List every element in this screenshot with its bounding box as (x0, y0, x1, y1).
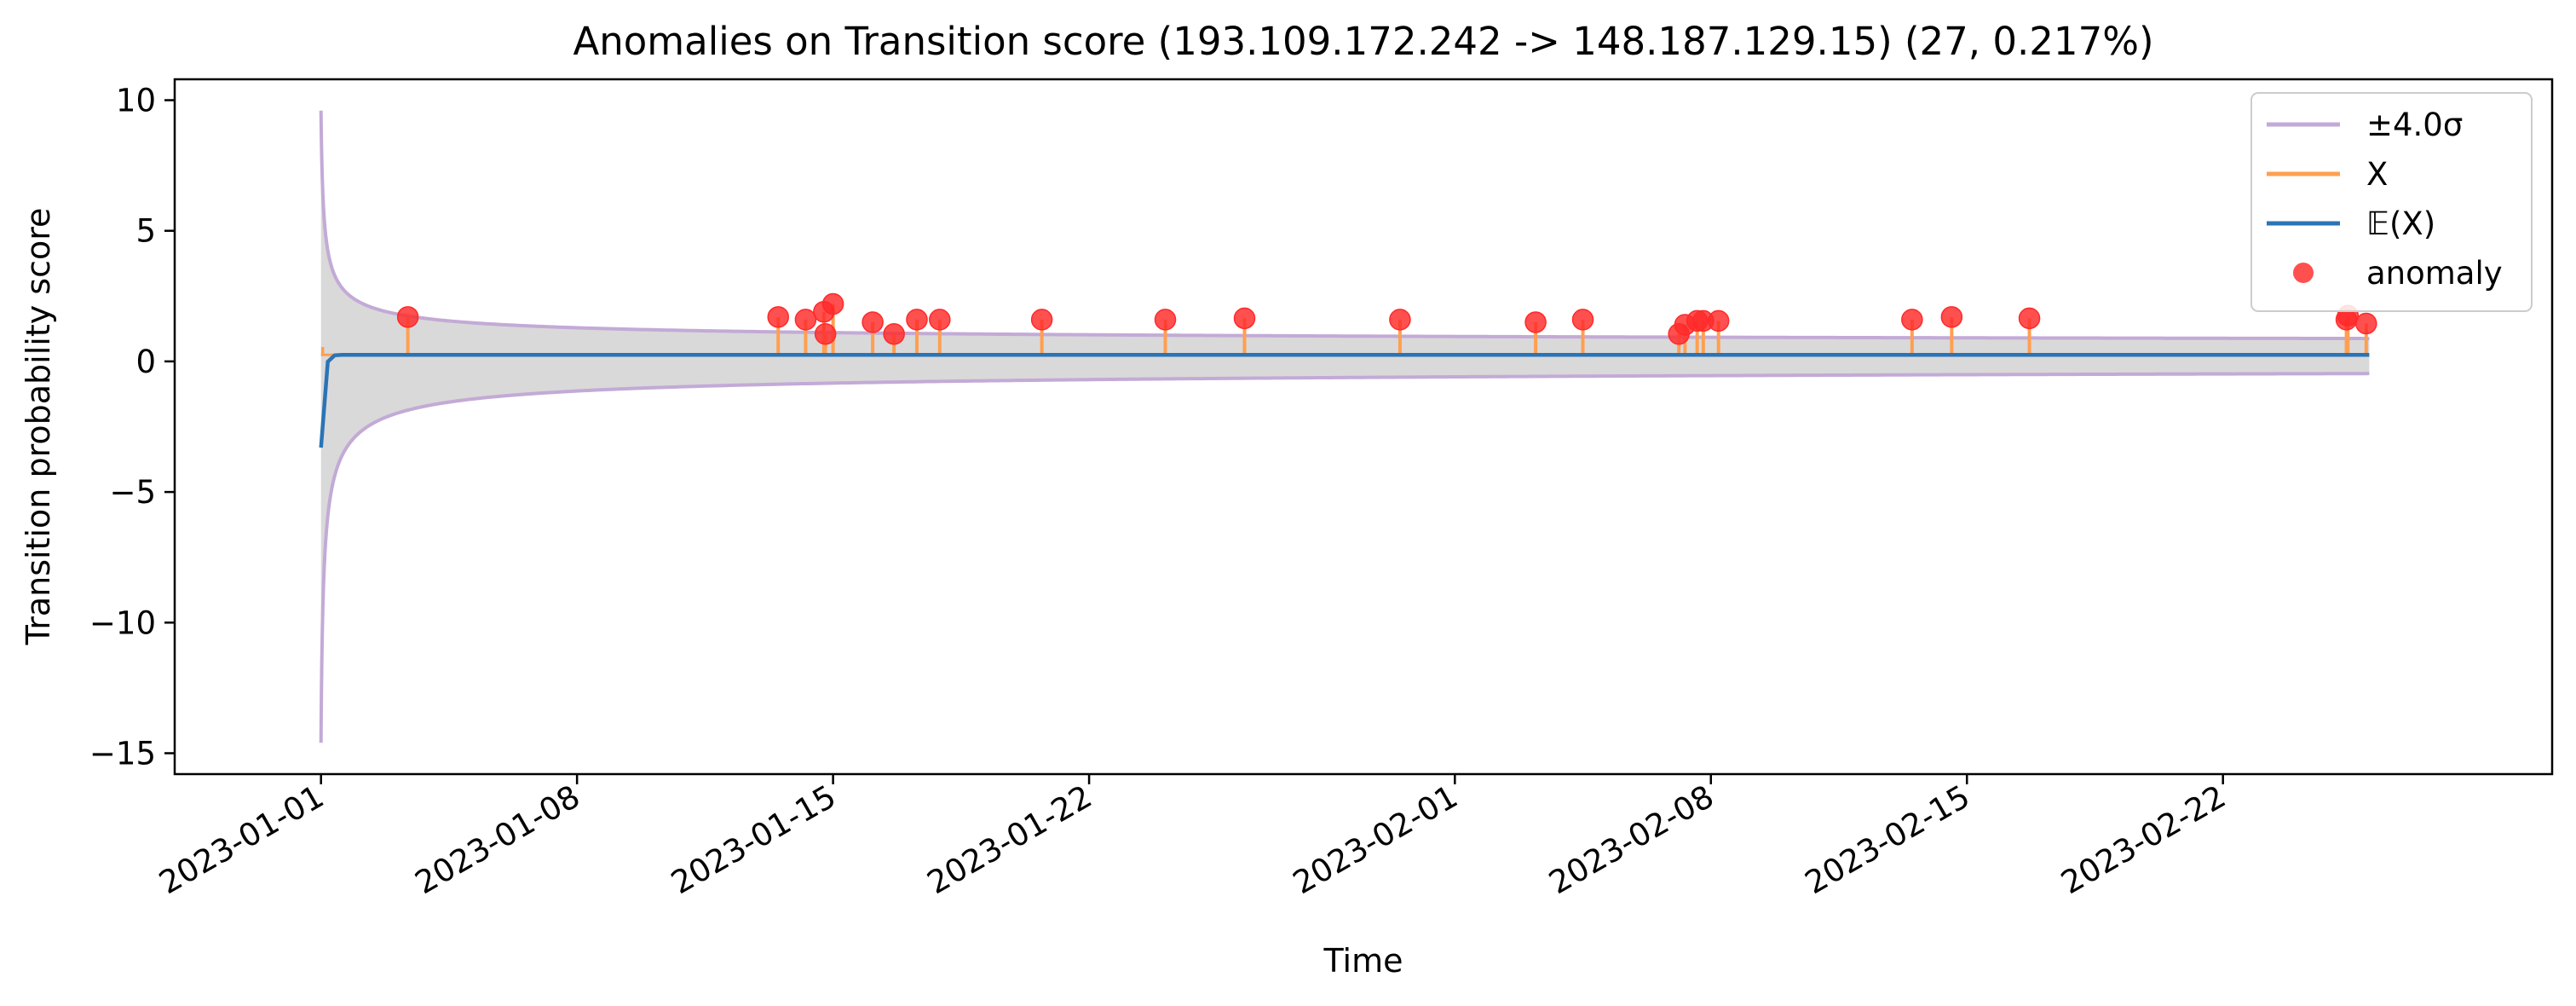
legend-label: anomaly (2366, 255, 2503, 292)
anomaly-point (814, 322, 837, 345)
y-tick-label: −15 (89, 735, 156, 772)
y-axis-label: Transition probability score (20, 208, 57, 646)
anomaly-point (396, 306, 419, 328)
anomaly-point (1233, 307, 1256, 330)
y-tick-label: 0 (135, 344, 156, 380)
y-tick-label: 5 (135, 213, 156, 250)
legend-label: X (2366, 156, 2388, 193)
plot-area (319, 110, 2377, 743)
sigma-band-upper-line (319, 110, 2370, 341)
legend-marker-anomaly (2293, 263, 2314, 283)
x-axis-label: Time (1323, 942, 1403, 980)
anomaly-point (1154, 309, 1177, 331)
legend-label: ±4.0σ (2366, 107, 2463, 143)
y-tick-label: 10 (116, 83, 156, 119)
plot-content (319, 110, 2377, 743)
anomaly-point (1389, 309, 1411, 331)
anomaly-point (821, 292, 844, 315)
sigma-band-lower-line (319, 372, 2370, 743)
anomaly-point (1940, 306, 1963, 328)
y-tick-label: −10 (89, 604, 156, 641)
anomaly-point (1707, 309, 1730, 332)
anomaly-point (906, 309, 928, 331)
anomaly-point (767, 306, 789, 328)
anomaly-point (794, 309, 817, 331)
anomaly-point (2018, 307, 2041, 330)
anomaly-point (862, 311, 884, 333)
anomaly-point (1901, 309, 1923, 331)
anomaly-point (1030, 309, 1053, 331)
anomaly-point (1524, 311, 1547, 333)
legend-box (2250, 92, 2533, 312)
legend: ±4.0σ X 𝔼(X) anomaly (2250, 92, 2533, 312)
expected-line (319, 352, 2370, 448)
y-tick-label: −5 (109, 474, 156, 511)
chart-title: Anomalies on Transition score (193.109.1… (573, 19, 2153, 64)
anomaly-point (929, 309, 951, 331)
axes-frame (173, 78, 2554, 776)
anomaly-point (883, 322, 905, 345)
anomaly-point (1571, 309, 1594, 331)
legend-label: 𝔼(X) (2366, 205, 2435, 242)
anomaly-point (2355, 312, 2377, 335)
